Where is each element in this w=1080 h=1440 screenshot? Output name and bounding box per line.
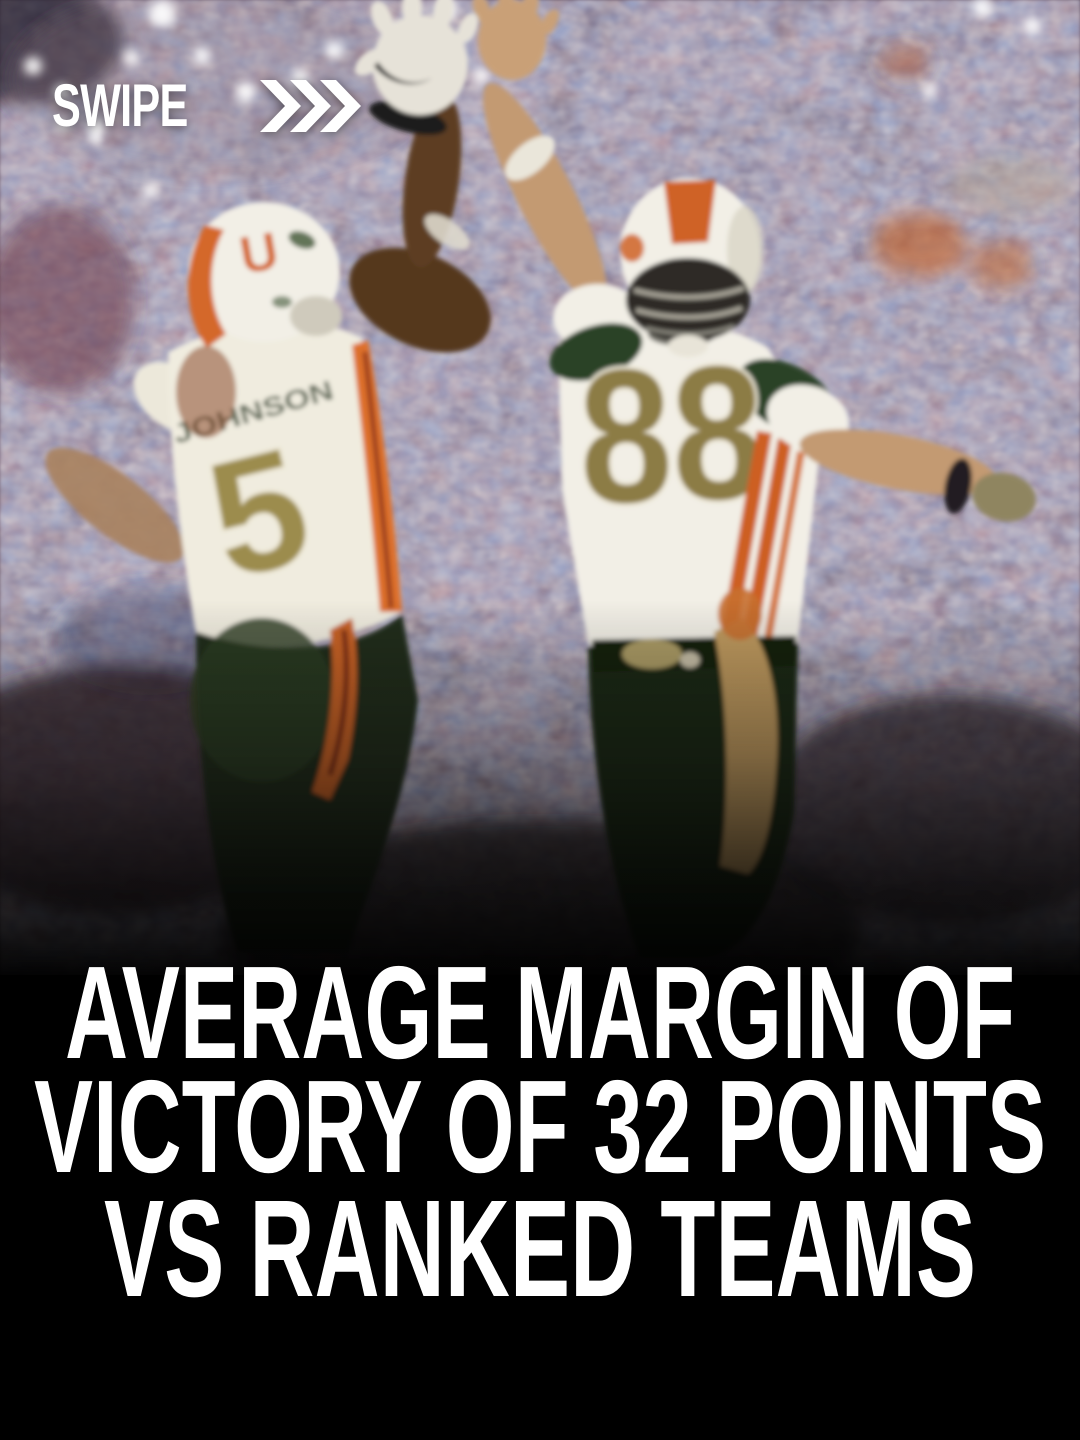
floodlight <box>474 68 490 84</box>
crowd-blob-orange <box>970 242 1034 290</box>
crowd-blob-orange <box>872 213 968 277</box>
left-player-glove-cuff <box>369 100 447 136</box>
floodlight <box>123 50 139 66</box>
facemask-bar <box>645 324 735 336</box>
headline-line-2: VICTORY OF 32 POINTS <box>34 1053 1046 1200</box>
glove-finger <box>457 13 479 43</box>
floodlight <box>89 131 103 145</box>
glove-finger <box>432 0 454 32</box>
right-player-jersey-number: 88 <box>576 326 768 544</box>
right-player-dark-wristband <box>944 458 972 514</box>
crowd-blob <box>0 205 135 395</box>
floodlight <box>236 82 256 102</box>
left-player-jaw-pad <box>290 296 342 336</box>
swipe-label: SWIPE <box>52 72 188 139</box>
glove-thumb <box>354 48 386 76</box>
triple-chevron-right-icon <box>260 80 362 132</box>
right-player-helmet-side-logo <box>620 234 644 262</box>
floodlight <box>87 117 105 135</box>
nike-swoosh-icon <box>374 62 432 85</box>
floodlight <box>1023 17 1041 35</box>
crowd-blob-orange <box>879 44 931 80</box>
helmet-smudge <box>288 231 316 249</box>
floodlight <box>193 47 211 65</box>
right-player-shoulder-yoke <box>549 323 643 381</box>
left-player-glove <box>372 15 468 115</box>
right-player-helmet-shading <box>727 206 763 294</box>
bottom-black-panel <box>0 975 1080 1440</box>
helmet-smudge <box>272 296 292 308</box>
chevron <box>260 80 302 132</box>
headline-line-1: AVERAGE MARGIN OF <box>65 939 1015 1086</box>
photo-fade-overlay <box>0 600 1080 990</box>
glove-finger <box>402 0 422 28</box>
headline-line-3: VS RANKED TEAMS <box>104 1172 976 1326</box>
right-player-finger <box>521 0 539 22</box>
right-player-finger <box>540 9 560 35</box>
orange-stripe <box>720 430 772 641</box>
floodlight <box>148 0 176 28</box>
right-player-helmet-stripe <box>664 180 716 244</box>
left-player-upper-arm <box>349 247 491 353</box>
facemask-bar <box>633 285 745 300</box>
right-player-chin-strap <box>668 335 708 357</box>
stripe-piping <box>362 351 394 609</box>
left-player-wrist-tape <box>424 214 470 250</box>
right-player-raised-arm <box>483 82 607 308</box>
chevron <box>290 80 332 132</box>
chevron <box>320 80 362 132</box>
floodlight <box>142 182 158 198</box>
crowd-blob-light <box>950 153 1074 217</box>
orange-stripe <box>763 450 805 645</box>
floodlight <box>54 84 70 100</box>
right-player-glove-hand <box>972 472 1036 522</box>
right-player-facemask <box>626 258 750 342</box>
floodlight <box>972 0 992 18</box>
facemask-bar <box>635 305 743 320</box>
glove-finger <box>370 0 394 36</box>
right-player-side-stripes <box>720 430 805 646</box>
left-player-lower-arm <box>45 447 185 563</box>
headline: AVERAGE MARGIN OF VICTORY OF 32 POINTS V… <box>34 939 1046 1326</box>
floodlight <box>325 41 343 59</box>
right-player-wristband <box>505 135 555 181</box>
swipe-indicator[interactable]: SWIPE <box>52 72 364 139</box>
left-player-shoulder-shadow <box>176 346 236 438</box>
left-player-helmet-edge <box>188 225 226 348</box>
floodlight <box>24 57 42 75</box>
orange-stripe <box>741 438 792 646</box>
right-player-finger <box>498 0 514 21</box>
floodlight <box>923 83 937 97</box>
floodlight <box>55 119 69 133</box>
